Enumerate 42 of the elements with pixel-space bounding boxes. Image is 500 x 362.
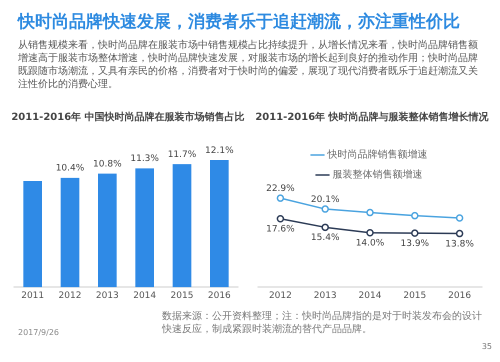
text: 快时尚品牌快速发展，消费者乐于追赶潮流，亦注重性价比 [18, 11, 461, 33]
x-tick-label: 2013 [314, 290, 337, 301]
point [456, 230, 464, 238]
x-tick-label: 2016 [208, 290, 232, 301]
point [321, 224, 329, 232]
source-note: 数据来源：公开资料整理；注：快时尚品牌指的是对于时装发布会的设计快速反应，制成紧跟时装潮流的替代产品品牌。 [162, 310, 482, 336]
chart-title: 2011-2016年 中国快时尚品牌在服装市场销售占比 [10, 110, 246, 124]
text: 35 [482, 342, 492, 351]
x-tick-label: 2013 [96, 290, 119, 301]
point [411, 212, 419, 220]
data-label: 13.9% [400, 239, 430, 249]
point [366, 208, 374, 216]
data-label: 11.3% [130, 154, 160, 164]
x-tick-label: 2011 [21, 290, 44, 301]
data-label: 12.1% [205, 146, 234, 156]
chart-title: 2011-2016年 快时尚品牌与服装整体销售增长情况 [254, 110, 490, 124]
x-tick-label: 2015 [170, 290, 194, 301]
text: 2017/9/26 [18, 328, 60, 337]
data-label: 10.8% [93, 159, 122, 170]
point [276, 215, 284, 223]
data-label: 15.4% [310, 233, 340, 244]
x-tick-label: 2014 [358, 290, 382, 301]
data-label: 11.7% [168, 150, 197, 160]
legend-label: 快时尚品牌销售额增速 [326, 148, 428, 161]
point [321, 205, 329, 213]
x-tick-label: 2014 [133, 290, 156, 301]
data-label: 22.9% [266, 184, 296, 194]
x-tick-label: 2012 [58, 290, 82, 301]
text: 从销售规模来看，快时尚品牌在服装市场中销售规模占比持续提升，从增长情况来看，快时尚品牌销售额增速高于服装市场整体增速，快时尚品牌快速发展，对服装市场的增长起到良好的推动作用；快时尚品牌既跟随市场潮流，又具有亲民的价格，消费者对于快时尚的偏爱，展现了现代消费者既乐于追赶潮流又关注性价比的消费心理。 [18, 39, 479, 91]
point [276, 194, 284, 202]
x-tick-label: 2012 [268, 290, 292, 301]
legend-label: 服装整体销售额增速 [332, 168, 422, 181]
data-label: 13.8% [445, 239, 474, 250]
point [411, 229, 419, 237]
data-label: 10.4% [56, 164, 85, 174]
point [456, 214, 464, 222]
x-tick-label: 2015 [403, 290, 426, 301]
data-label: 17.6% [266, 224, 296, 235]
point [366, 229, 374, 237]
data-label: 20.1% [310, 194, 340, 205]
data-label: 14.0% [356, 238, 385, 249]
x-tick-label: 2016 [448, 290, 472, 301]
